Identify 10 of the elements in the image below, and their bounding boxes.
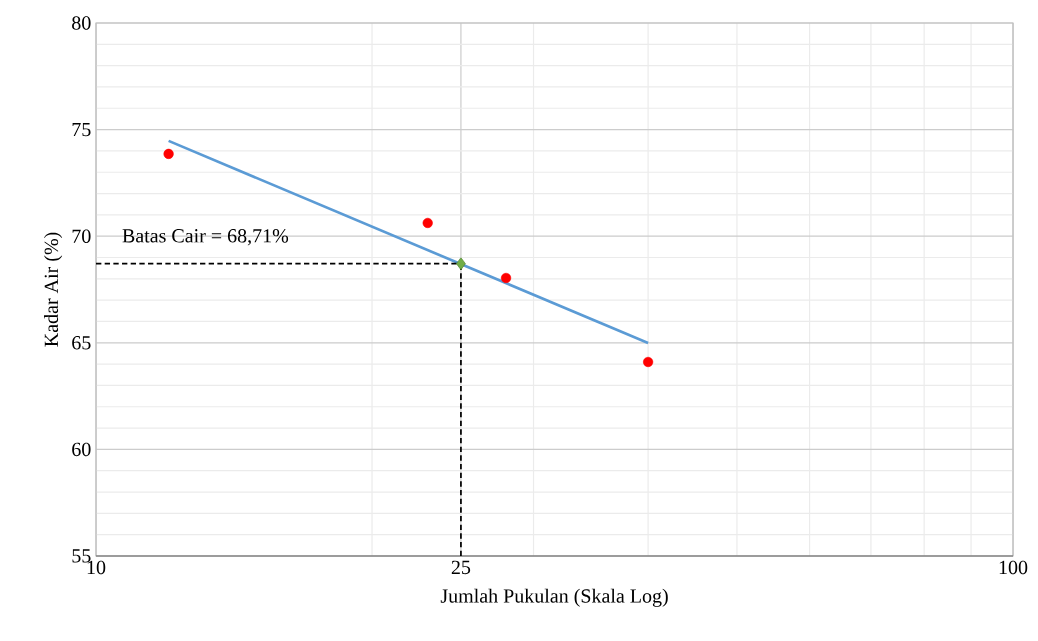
y-tick-label: 60 <box>72 442 91 457</box>
annotation: Batas Cair = 68,71% <box>122 229 289 246</box>
y-tick-label: 80 <box>72 16 91 30</box>
y-tick-label: 65 <box>72 336 91 350</box>
x-tick-label: 100 <box>999 560 1028 575</box>
y-tick-label: 70 <box>72 229 91 243</box>
x-axis-title: Jumlah Pukulan (Skala Log) <box>440 588 668 607</box>
y-axis-title: Kadar Air (%) <box>44 232 63 347</box>
y-tick-label: 75 <box>72 122 91 137</box>
x-tick-label: 25 <box>451 560 471 575</box>
